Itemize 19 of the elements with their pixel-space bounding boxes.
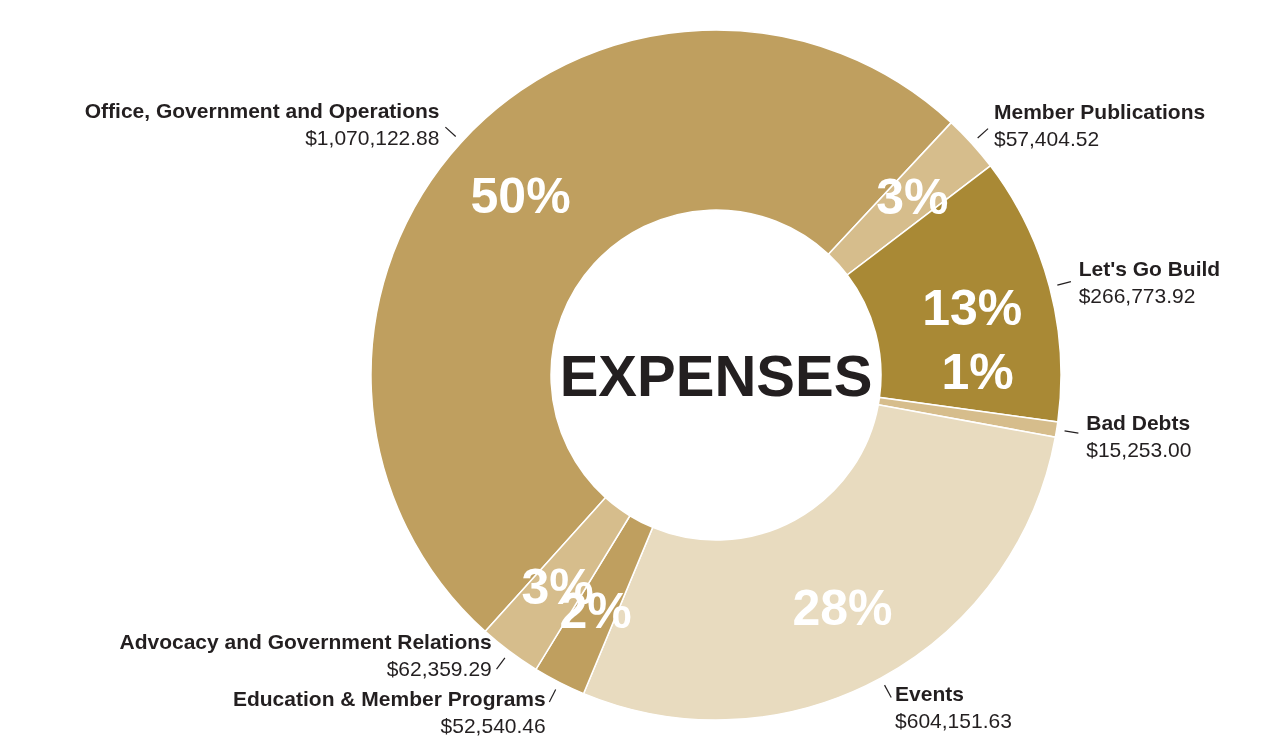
text: 28% <box>792 579 893 636</box>
slice-label: Events <box>895 682 964 706</box>
data-label: $62,359.29 <box>386 656 492 680</box>
data-label: $1,070,122.88 <box>305 125 440 149</box>
text: 1% <box>941 343 1014 400</box>
data-label: $266,773.92 <box>1078 283 1196 307</box>
slice-label: Advocacy and Government Relations <box>119 629 492 653</box>
text: EXPENSES <box>559 342 873 408</box>
slice-label: Let's Go Build <box>1078 256 1221 280</box>
data-label: $604,151.63 <box>895 709 1012 733</box>
data-label: $52,540.46 <box>440 714 546 738</box>
data-label: $57,404.52 <box>993 127 1100 151</box>
slice-label: Member Publications <box>993 100 1206 124</box>
slice-label: Education & Member Programs <box>232 687 546 711</box>
data-label: $15,253.00 <box>1086 438 1192 462</box>
text: 13% <box>922 279 1023 336</box>
text: 50% <box>470 168 571 224</box>
slice-label: Bad Debts <box>1086 411 1191 435</box>
slice-label: Office, Government and Operations <box>84 98 440 122</box>
